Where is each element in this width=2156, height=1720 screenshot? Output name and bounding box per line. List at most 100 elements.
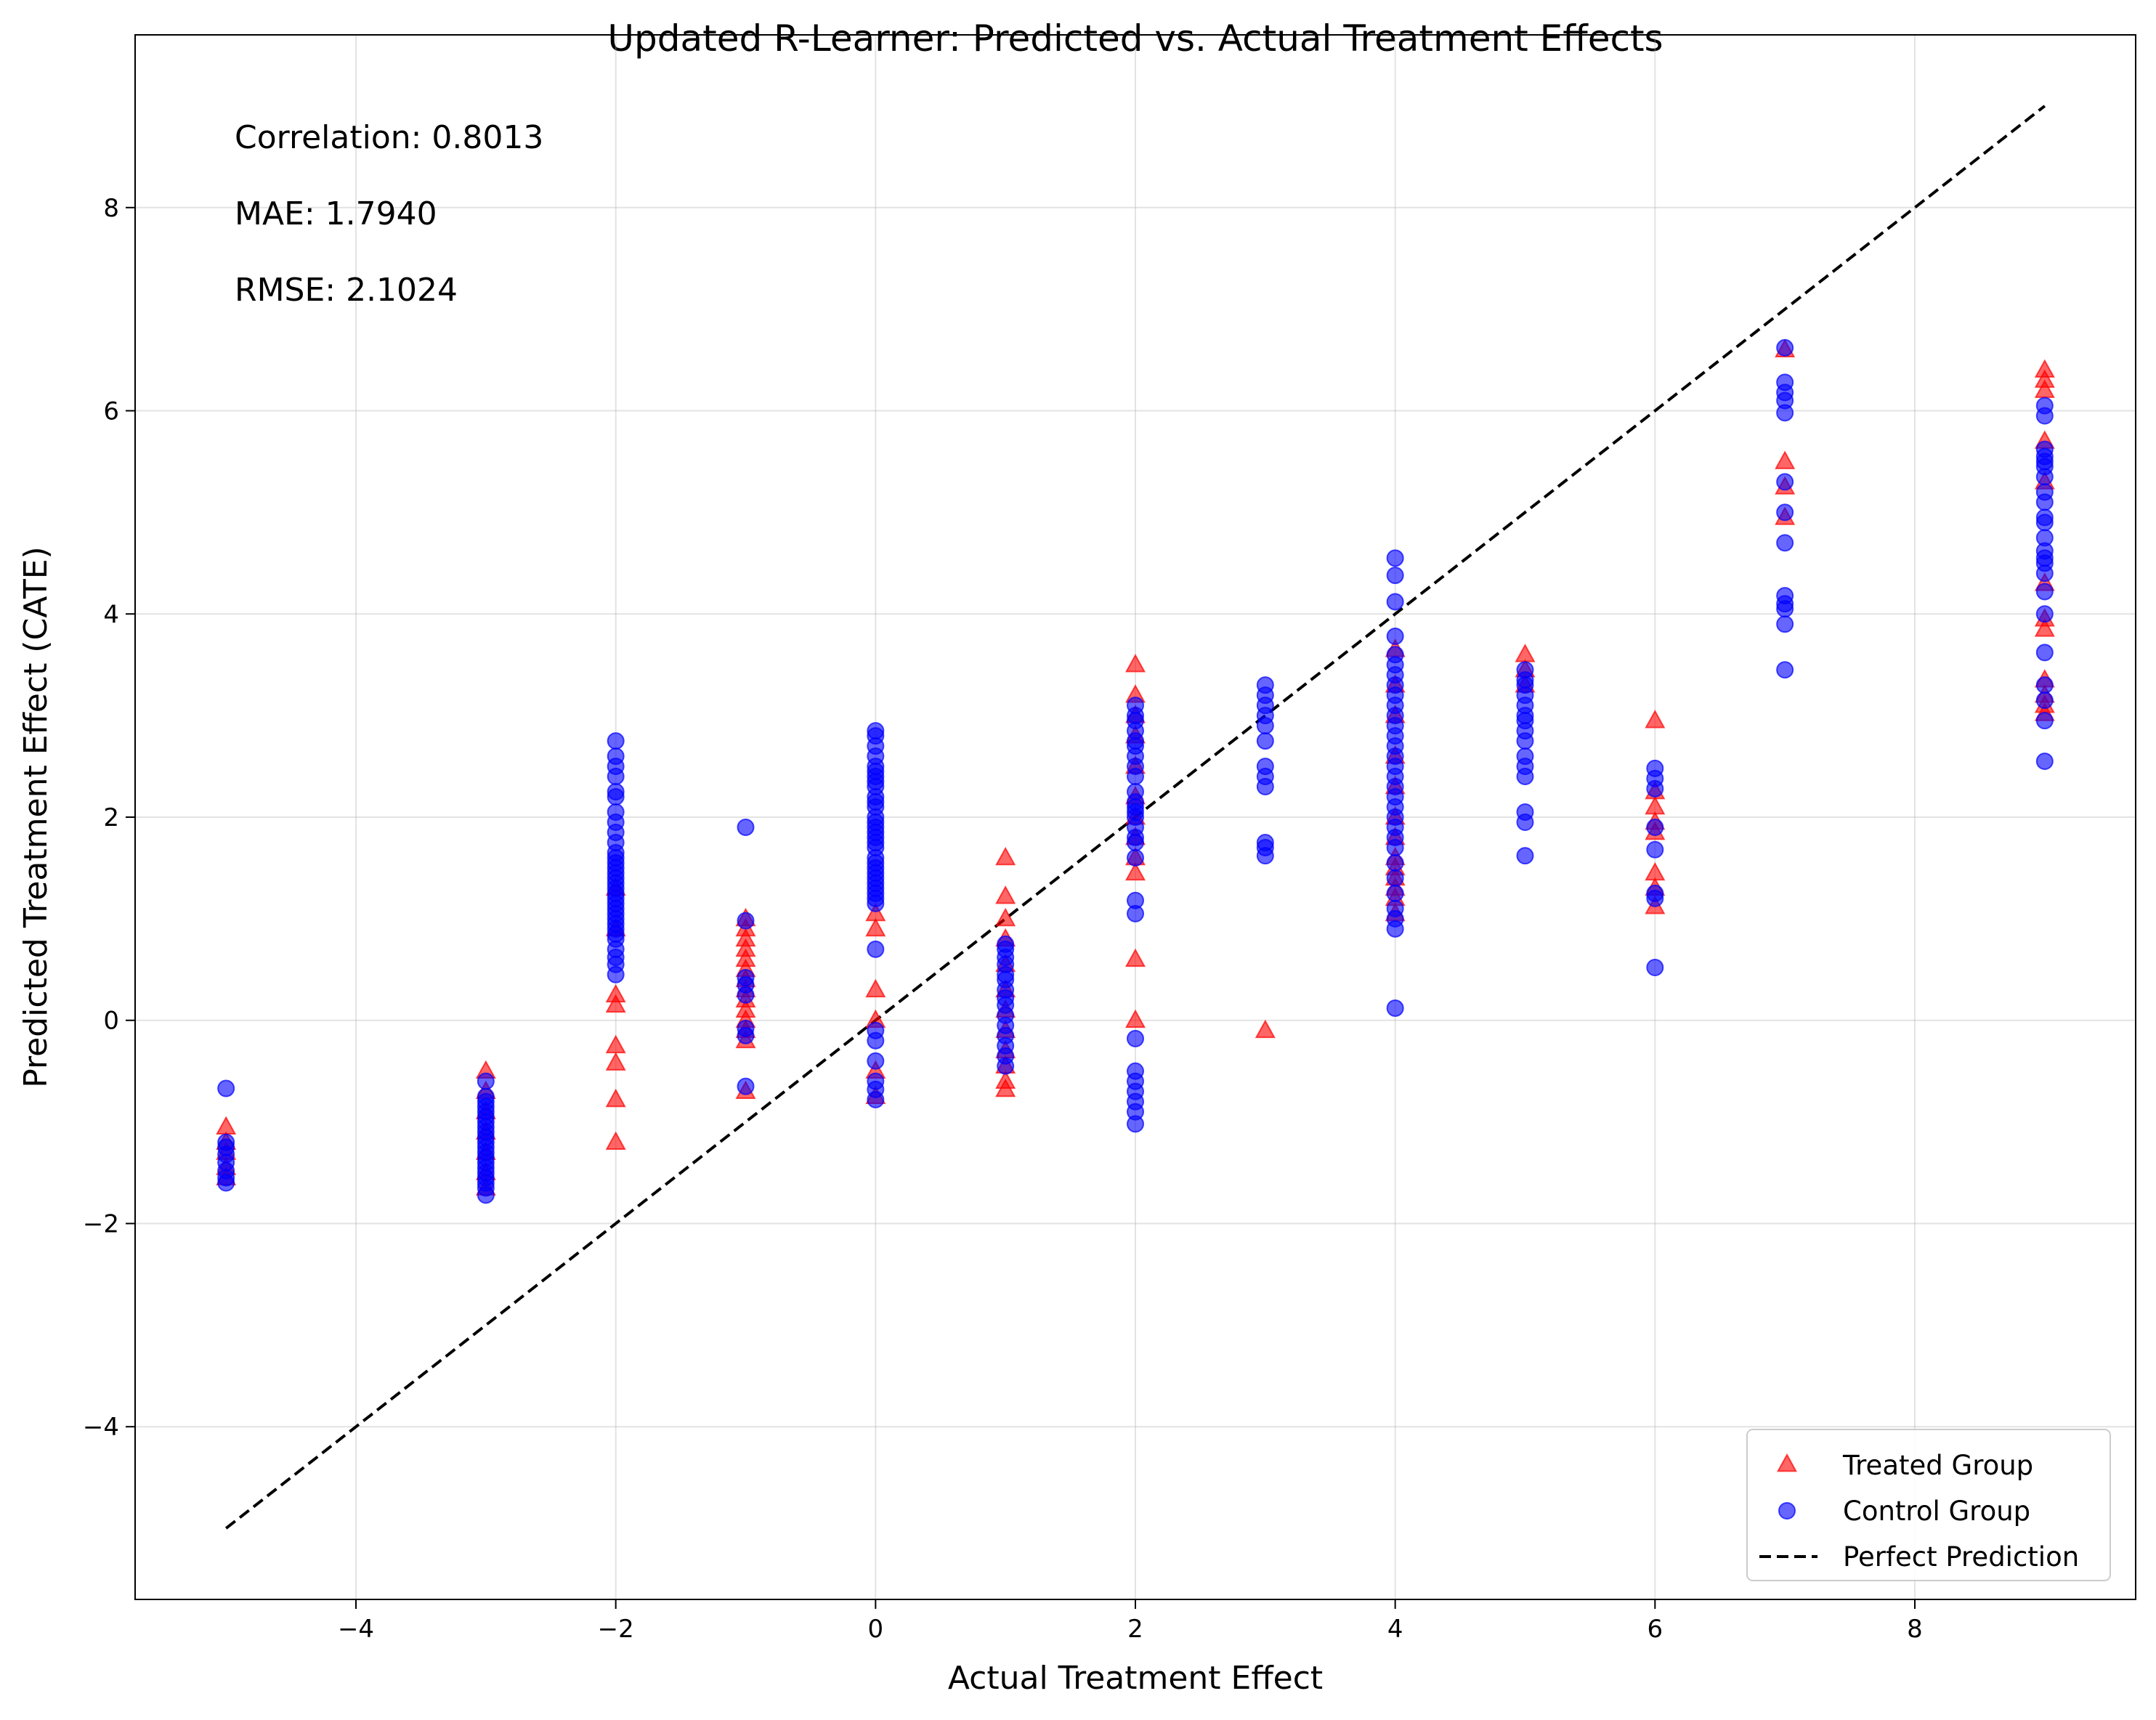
control-point <box>2035 676 2054 694</box>
control-point <box>1776 661 1794 679</box>
control-point <box>2035 605 2054 623</box>
control-point <box>607 732 625 750</box>
control-point <box>867 894 885 912</box>
x-tick-label: −2 <box>598 1615 634 1644</box>
control-point <box>1127 833 1144 851</box>
x-tick-label: 6 <box>1648 1615 1663 1644</box>
control-point <box>1516 768 1534 786</box>
control-point <box>1386 838 1404 856</box>
treated-point <box>605 1088 626 1108</box>
control-point <box>2035 644 2054 662</box>
control-point <box>1127 848 1144 867</box>
treated-point <box>995 1078 1016 1098</box>
control-point <box>867 1052 885 1070</box>
control-point <box>1776 534 1794 552</box>
treated-point <box>1775 450 1796 469</box>
control-point <box>607 768 625 786</box>
control-point <box>1256 732 1274 750</box>
control-point <box>1386 549 1404 567</box>
data-points <box>216 338 2055 1204</box>
control-point <box>1516 847 1534 865</box>
control-point <box>1646 779 1664 798</box>
legend-treated-marker <box>1776 1453 1798 1472</box>
treated-point <box>605 994 626 1013</box>
control-point <box>2035 468 2054 486</box>
x-tick-label: 4 <box>1387 1615 1403 1644</box>
control-point <box>737 986 755 1004</box>
control-point <box>1776 615 1794 633</box>
control-point <box>1386 853 1404 872</box>
control-point <box>1386 869 1404 887</box>
treated-point <box>1645 710 1666 729</box>
stat-annotation: MAE: 1.7940 <box>235 195 437 232</box>
y-tick-label: 0 <box>103 1007 119 1036</box>
control-point <box>1127 1115 1144 1133</box>
control-point <box>1386 920 1404 938</box>
control-point <box>1776 600 1794 618</box>
control-point <box>1776 503 1794 522</box>
control-point <box>1646 840 1664 859</box>
control-point <box>1776 404 1794 422</box>
control-point <box>867 940 885 958</box>
control-point <box>1256 778 1274 796</box>
y-tick-label: −4 <box>83 1413 119 1442</box>
treated-point <box>995 885 1016 904</box>
control-point <box>1516 813 1534 831</box>
control-point <box>2035 564 2054 583</box>
control-point <box>2035 712 2054 730</box>
treated-point <box>1124 861 1146 881</box>
control-point <box>867 1031 885 1050</box>
legend-box <box>1746 1429 2111 1581</box>
y-tick-label: 4 <box>103 600 119 629</box>
control-point <box>737 818 755 836</box>
control-point <box>1646 889 1664 907</box>
axis-ticks: −4 −2 0 2 4 6 8 −4 −2 0 2 4 6 8 <box>83 194 1923 1644</box>
x-tick-label: −4 <box>338 1615 374 1644</box>
treated-point <box>1255 1019 1276 1039</box>
control-point <box>607 965 625 983</box>
control-point <box>1386 884 1404 902</box>
legend-control-marker <box>1778 1502 1796 1520</box>
control-point <box>2035 583 2054 601</box>
treated-point <box>605 1052 626 1071</box>
legend-reference-label: Perfect Prediction <box>1843 1541 2079 1573</box>
control-point <box>867 1090 885 1108</box>
treated-point <box>1124 1009 1146 1029</box>
control-point <box>1386 628 1404 646</box>
x-tick-label: 8 <box>1907 1615 1923 1644</box>
treated-point <box>865 917 886 937</box>
treated-point <box>1124 948 1146 968</box>
control-point <box>997 1057 1015 1075</box>
control-point <box>607 788 625 806</box>
control-point <box>1776 338 1794 357</box>
control-point <box>1256 717 1274 735</box>
control-point <box>1386 999 1404 1017</box>
legend: Treated Group Control Group Perfect Pred… <box>1746 1429 2111 1581</box>
y-tick-label: 2 <box>103 803 119 832</box>
treated-point <box>2034 618 2055 637</box>
control-point <box>737 1077 755 1095</box>
treated-point <box>1124 654 1146 673</box>
control-point <box>1127 768 1144 786</box>
y-tick-label: 6 <box>103 397 119 426</box>
x-tick-label: 2 <box>1127 1615 1143 1644</box>
control-point <box>1646 818 1664 836</box>
control-point <box>737 1026 755 1044</box>
y-axis-label: Predicted Treatment Effect (CATE) <box>17 546 54 1087</box>
stat-annotation: Correlation: 0.8013 <box>235 119 543 156</box>
control-point <box>1386 593 1404 611</box>
stat-annotations: Correlation: 0.8013 MAE: 1.7940 RMSE: 2.10… <box>235 119 543 309</box>
x-axis-label: Actual Treatment Effect <box>948 1660 1323 1697</box>
treated-point <box>605 1131 626 1150</box>
control-point <box>217 1174 235 1192</box>
treated-point <box>865 978 886 998</box>
control-point <box>1127 904 1144 922</box>
control-point <box>1127 1029 1144 1047</box>
control-point <box>1256 847 1274 865</box>
x-tick-label: 0 <box>868 1615 884 1644</box>
control-point <box>2035 514 2054 532</box>
treated-point <box>995 907 1016 927</box>
control-point <box>2035 691 2054 710</box>
control-point <box>477 1072 495 1090</box>
